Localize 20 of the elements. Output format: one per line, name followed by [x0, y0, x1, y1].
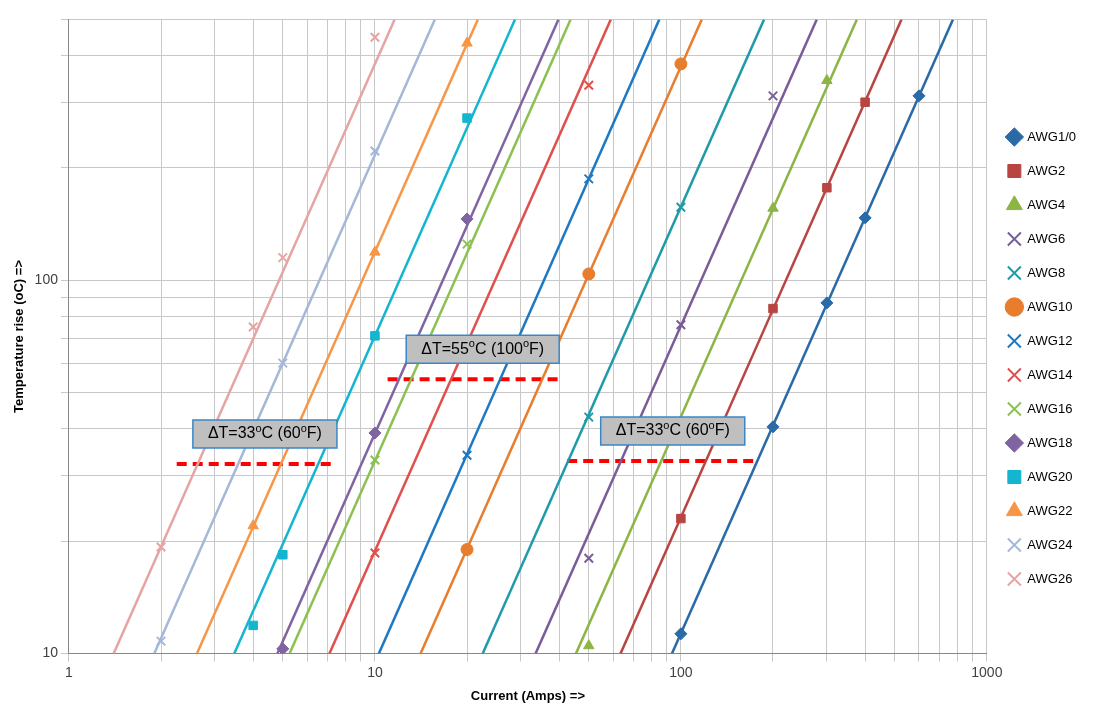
legend-label: AWG1/0 — [1027, 128, 1077, 144]
legend-label: AWG16 — [1027, 400, 1073, 416]
legend-label: AWG24 — [1027, 536, 1073, 552]
x-tick-label: 10 — [367, 663, 383, 680]
legend-label: AWG14 — [1027, 366, 1073, 382]
x-tick-label: 1 — [65, 663, 74, 680]
legend-label: AWG2 — [1027, 162, 1066, 178]
x-axis-title: Current (Amps) => — [470, 687, 586, 703]
y-axis-title: Temperature rise (oC) => — [11, 259, 27, 413]
legend-label: AWG18 — [1027, 434, 1073, 450]
legend-label: AWG26 — [1027, 570, 1073, 586]
legend-label: AWG10 — [1027, 298, 1073, 314]
legend-label: AWG20 — [1027, 468, 1073, 484]
legend-label: AWG12 — [1027, 332, 1073, 348]
x-tick-label: 100 — [669, 663, 693, 680]
legend-label: AWG4 — [1027, 196, 1066, 212]
legend-label: AWG8 — [1027, 264, 1066, 280]
legend-label: AWG22 — [1027, 502, 1073, 518]
legend-label: AWG6 — [1027, 230, 1066, 246]
x-tick-label: 1000 — [971, 663, 1003, 680]
